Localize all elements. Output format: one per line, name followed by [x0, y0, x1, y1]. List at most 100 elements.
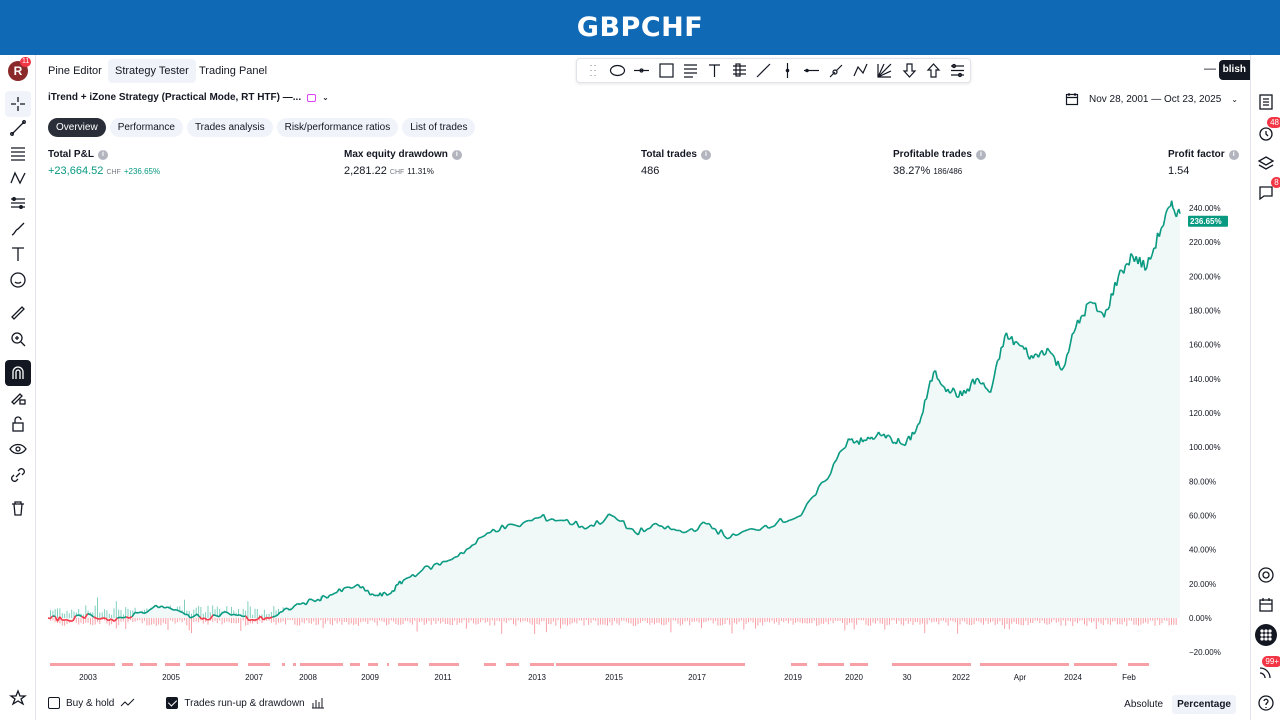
lock-icon[interactable]: [5, 411, 31, 437]
text-tool-icon[interactable]: [5, 241, 31, 267]
drawdown-bar: [1067, 618, 1069, 621]
calendar-icon[interactable]: [1255, 594, 1277, 616]
star-icon[interactable]: [5, 685, 31, 711]
date-range-selector[interactable]: Nov 28, 2001 — Oct 23, 2025 ⌄: [1065, 92, 1238, 106]
drawdown-bar: [508, 618, 510, 621]
gann-icon[interactable]: [873, 60, 897, 82]
tab-list-of-trades[interactable]: List of trades: [402, 118, 476, 137]
equity-line-segment: [179, 610, 183, 614]
tab-pine-editor[interactable]: Pine Editor: [48, 65, 102, 77]
info-icon[interactable]: i: [700, 149, 711, 160]
tab-performance[interactable]: Performance: [109, 118, 183, 137]
brush-icon[interactable]: [5, 216, 31, 242]
drawdown-bar: [324, 618, 326, 624]
minimize-button[interactable]: —: [1204, 61, 1216, 75]
text-align-icon[interactable]: [678, 60, 702, 82]
runup-bar: [228, 614, 230, 618]
fib-retracement-icon[interactable]: [5, 140, 31, 166]
info-icon[interactable]: i: [451, 149, 462, 160]
equity-line-segment: [720, 529, 725, 537]
tab-strategy-tester[interactable]: Strategy Tester: [108, 59, 196, 83]
vertical-line-icon[interactable]: [776, 60, 800, 82]
prediction-icon[interactable]: [5, 190, 31, 216]
tab-risk-ratios[interactable]: Risk/performance ratios: [276, 118, 399, 137]
equity-line-segment: [768, 526, 772, 529]
apps-grid-icon[interactable]: [1255, 624, 1277, 646]
drag-handle-icon[interactable]: [581, 60, 605, 82]
strategy-selector[interactable]: iTrend + iZone Strategy (Practical Mode,…: [48, 92, 329, 103]
emoji-icon[interactable]: [5, 267, 31, 293]
strategy-settings-icon[interactable]: [307, 93, 317, 102]
equity-line-segment: [1173, 209, 1177, 215]
drawdown-bar: [729, 618, 731, 625]
equity-line-segment: [614, 516, 619, 521]
zoom-in-icon[interactable]: [5, 326, 31, 352]
help-icon[interactable]: [1255, 692, 1277, 714]
path-icon[interactable]: [848, 60, 872, 82]
arrow-down-icon[interactable]: [897, 60, 921, 82]
drawdown-bar: [278, 618, 279, 623]
drawdown-bar: [1006, 618, 1008, 624]
settings-lines-icon[interactable]: [946, 60, 970, 82]
equity-line-segment: [785, 519, 790, 523]
magnet-icon[interactable]: [5, 360, 31, 386]
target-icon[interactable]: [1255, 564, 1277, 586]
buy-hold-checkbox[interactable]: [48, 697, 60, 709]
runup-bar: [708, 608, 709, 618]
tab-trading-panel[interactable]: Trading Panel: [199, 65, 268, 77]
absolute-button[interactable]: Absolute: [1124, 699, 1164, 710]
percentage-button[interactable]: Percentage: [1172, 695, 1236, 714]
runup-bar: [115, 601, 117, 618]
runup-bar: [715, 614, 717, 618]
ruler-icon[interactable]: [5, 300, 31, 326]
publish-button[interactable]: blish: [1218, 60, 1250, 80]
equity-line-segment: [858, 437, 862, 445]
equity-line-segment: [631, 528, 636, 534]
runup-checkbox[interactable]: [166, 697, 179, 709]
runup-bar: [985, 606, 987, 618]
lock-drawing-icon[interactable]: [5, 385, 31, 411]
notifications-icon[interactable]: 99+: [1255, 656, 1280, 683]
brush-tool-icon[interactable]: [824, 60, 848, 82]
trash-icon[interactable]: [5, 495, 31, 521]
ellipse-icon[interactable]: [605, 60, 629, 82]
runup-bar: [912, 613, 914, 618]
equity-line-segment: [1124, 262, 1128, 266]
tab-overview[interactable]: Overview: [48, 118, 106, 137]
runup-bar: [134, 607, 136, 618]
link-icon[interactable]: [5, 462, 31, 488]
horizontal-line-icon[interactable]: [800, 60, 824, 82]
tab-trades-analysis[interactable]: Trades analysis: [186, 118, 273, 137]
equity-line-segment: [915, 424, 919, 431]
drawdown-bar: [738, 618, 740, 623]
arrow-up-icon[interactable]: [921, 60, 945, 82]
info-icon[interactable]: i: [975, 149, 986, 160]
equity-line-segment: [608, 513, 612, 517]
position-icon[interactable]: [727, 60, 751, 82]
horizontal-ray-icon[interactable]: [630, 60, 654, 82]
drawdown-bar: [301, 618, 303, 623]
runup-bar: [766, 612, 768, 618]
pattern-icon[interactable]: [5, 165, 31, 191]
alerts-icon[interactable]: 48: [1255, 117, 1280, 144]
runup-bar: [1138, 611, 1139, 618]
rectangle-icon[interactable]: [654, 60, 678, 82]
runup-bar: [569, 614, 571, 618]
drawdown-bar: [270, 618, 272, 623]
eye-icon[interactable]: [5, 436, 31, 462]
watchlist-icon[interactable]: [1255, 91, 1277, 113]
runup-bar: [1093, 593, 1095, 618]
chat-icon[interactable]: 8: [1255, 177, 1280, 204]
line-tool-icon[interactable]: [751, 60, 775, 82]
drawdown-bar: [357, 618, 359, 626]
layers-icon[interactable]: [1255, 152, 1277, 174]
info-icon[interactable]: i: [97, 149, 108, 160]
runup-bar: [1046, 606, 1048, 618]
drawdown-bar: [1173, 618, 1175, 625]
info-icon[interactable]: i: [1228, 149, 1239, 160]
chevron-down-icon[interactable]: ⌄: [322, 93, 329, 102]
trend-line-icon[interactable]: [5, 115, 31, 141]
equity-line-segment: [617, 519, 621, 523]
text-icon[interactable]: [703, 60, 727, 82]
crosshair-icon[interactable]: [5, 91, 31, 117]
